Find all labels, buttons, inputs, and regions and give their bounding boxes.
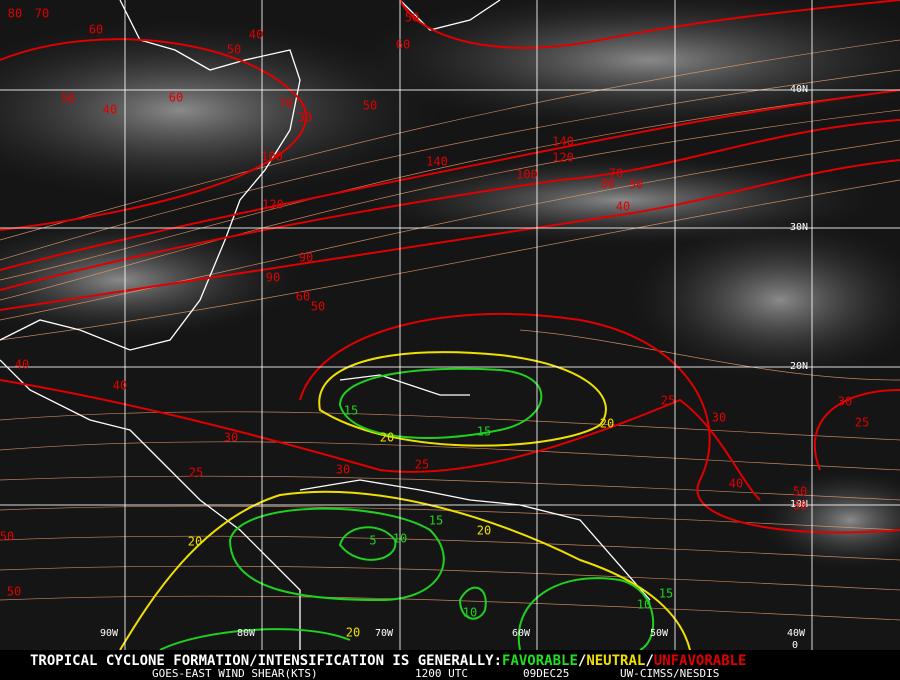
source: UW-CIMSS/NESDIS: [620, 667, 719, 680]
red-contours: [0, 0, 900, 534]
lon-label: 70W: [375, 628, 394, 639]
favorable: FAVORABLE: [502, 653, 578, 669]
contour-label: 50: [629, 178, 643, 192]
contour-label: 70: [609, 167, 623, 181]
contour-label: 90: [266, 271, 280, 285]
lat-label: 10N: [790, 499, 808, 510]
contour-label: 15: [477, 425, 491, 439]
lon-label: 90W: [100, 628, 119, 639]
contour-label: 20: [600, 417, 614, 431]
yellow-contours: [119, 351, 691, 651]
contour-label: 70: [35, 7, 49, 21]
lon-label: 60W: [512, 628, 531, 639]
contour-label: 100: [261, 150, 283, 164]
footer-text: TROPICAL CYCLONE FORMATION/INTENSIFICATI…: [30, 653, 502, 669]
contour-label: 100: [516, 168, 538, 182]
corner-label: 0: [792, 640, 798, 651]
contour-label: 50: [61, 92, 75, 106]
contour-label: 60: [396, 38, 410, 52]
contour-label: 25: [661, 394, 675, 408]
date: 09DEC25: [523, 667, 569, 680]
contour-label: 50: [793, 485, 807, 499]
contour-label: 60: [169, 91, 183, 105]
contour-label: 60: [296, 290, 310, 304]
contour-label: 20: [477, 524, 491, 538]
contour-label: 15: [659, 587, 673, 601]
contour-label: 140: [426, 155, 448, 169]
contour-label: 30: [838, 395, 852, 409]
contour-label: 30: [336, 463, 350, 477]
contour-label: 30: [712, 411, 726, 425]
separator: /: [578, 653, 586, 669]
lat-label: 20N: [790, 361, 808, 372]
contour-label: 50: [227, 43, 241, 57]
contour-label: 120: [262, 198, 284, 212]
contour-label: 30: [793, 499, 807, 513]
lat-label: 40N: [790, 84, 808, 95]
streamlines: [0, 39, 900, 621]
product: GOES-EAST WIND SHEAR(KTS): [152, 667, 318, 680]
contour-label: 10: [637, 598, 651, 612]
clouds: [0, 0, 900, 570]
contour-label: 20: [380, 431, 394, 445]
contour-label: 80: [8, 7, 22, 21]
coastlines: [0, 0, 651, 650]
contour-label: 50: [363, 99, 377, 113]
contour-label: 60: [89, 23, 103, 37]
contour-label: 30: [298, 111, 312, 125]
contour-label: 5: [369, 534, 376, 548]
neutral: NEUTRAL: [586, 653, 645, 669]
contour-label: 10: [393, 532, 407, 546]
contour-label: 70: [279, 97, 293, 111]
contour-label: 80: [601, 177, 615, 191]
unfavorable: UNFAVORABLE: [654, 653, 747, 669]
contour-label: 40: [616, 200, 630, 214]
contour-label: 20: [346, 626, 360, 640]
contour-label: 20: [188, 535, 202, 549]
contour-label: 50: [311, 300, 325, 314]
contour-label: 40: [249, 28, 263, 42]
contour-label: 40: [103, 103, 117, 117]
lon-label: 40W: [787, 628, 806, 639]
contour-label: 40: [15, 358, 29, 372]
contour-label: 120: [552, 151, 574, 165]
contour-label: 40: [729, 477, 743, 491]
contour-label: 90: [299, 251, 313, 265]
contour-label: 15: [429, 514, 443, 528]
lon-label: 80W: [237, 628, 256, 639]
contour-label: 50: [7, 585, 21, 599]
contour-label: 25: [415, 458, 429, 472]
contour-label: 10: [463, 606, 477, 620]
contour-label: 25: [189, 466, 203, 480]
contour-label: 30: [224, 431, 238, 445]
lon-label: 50W: [650, 628, 669, 639]
contour-label: 50: [0, 530, 14, 544]
contour-label: 25: [855, 416, 869, 430]
contour-label: 140: [552, 135, 574, 149]
contour-label: 40: [113, 379, 127, 393]
green-contours: [159, 367, 654, 651]
footer-line1: TROPICAL CYCLONE FORMATION/INTENSIFICATI…: [30, 653, 746, 669]
footer-bar: [0, 650, 900, 680]
contour-label: 15: [344, 404, 358, 418]
lat-label: 30N: [790, 222, 808, 233]
time: 1200 UTC: [415, 667, 468, 680]
contour-label: 50: [405, 11, 419, 25]
separator: /: [645, 653, 653, 669]
